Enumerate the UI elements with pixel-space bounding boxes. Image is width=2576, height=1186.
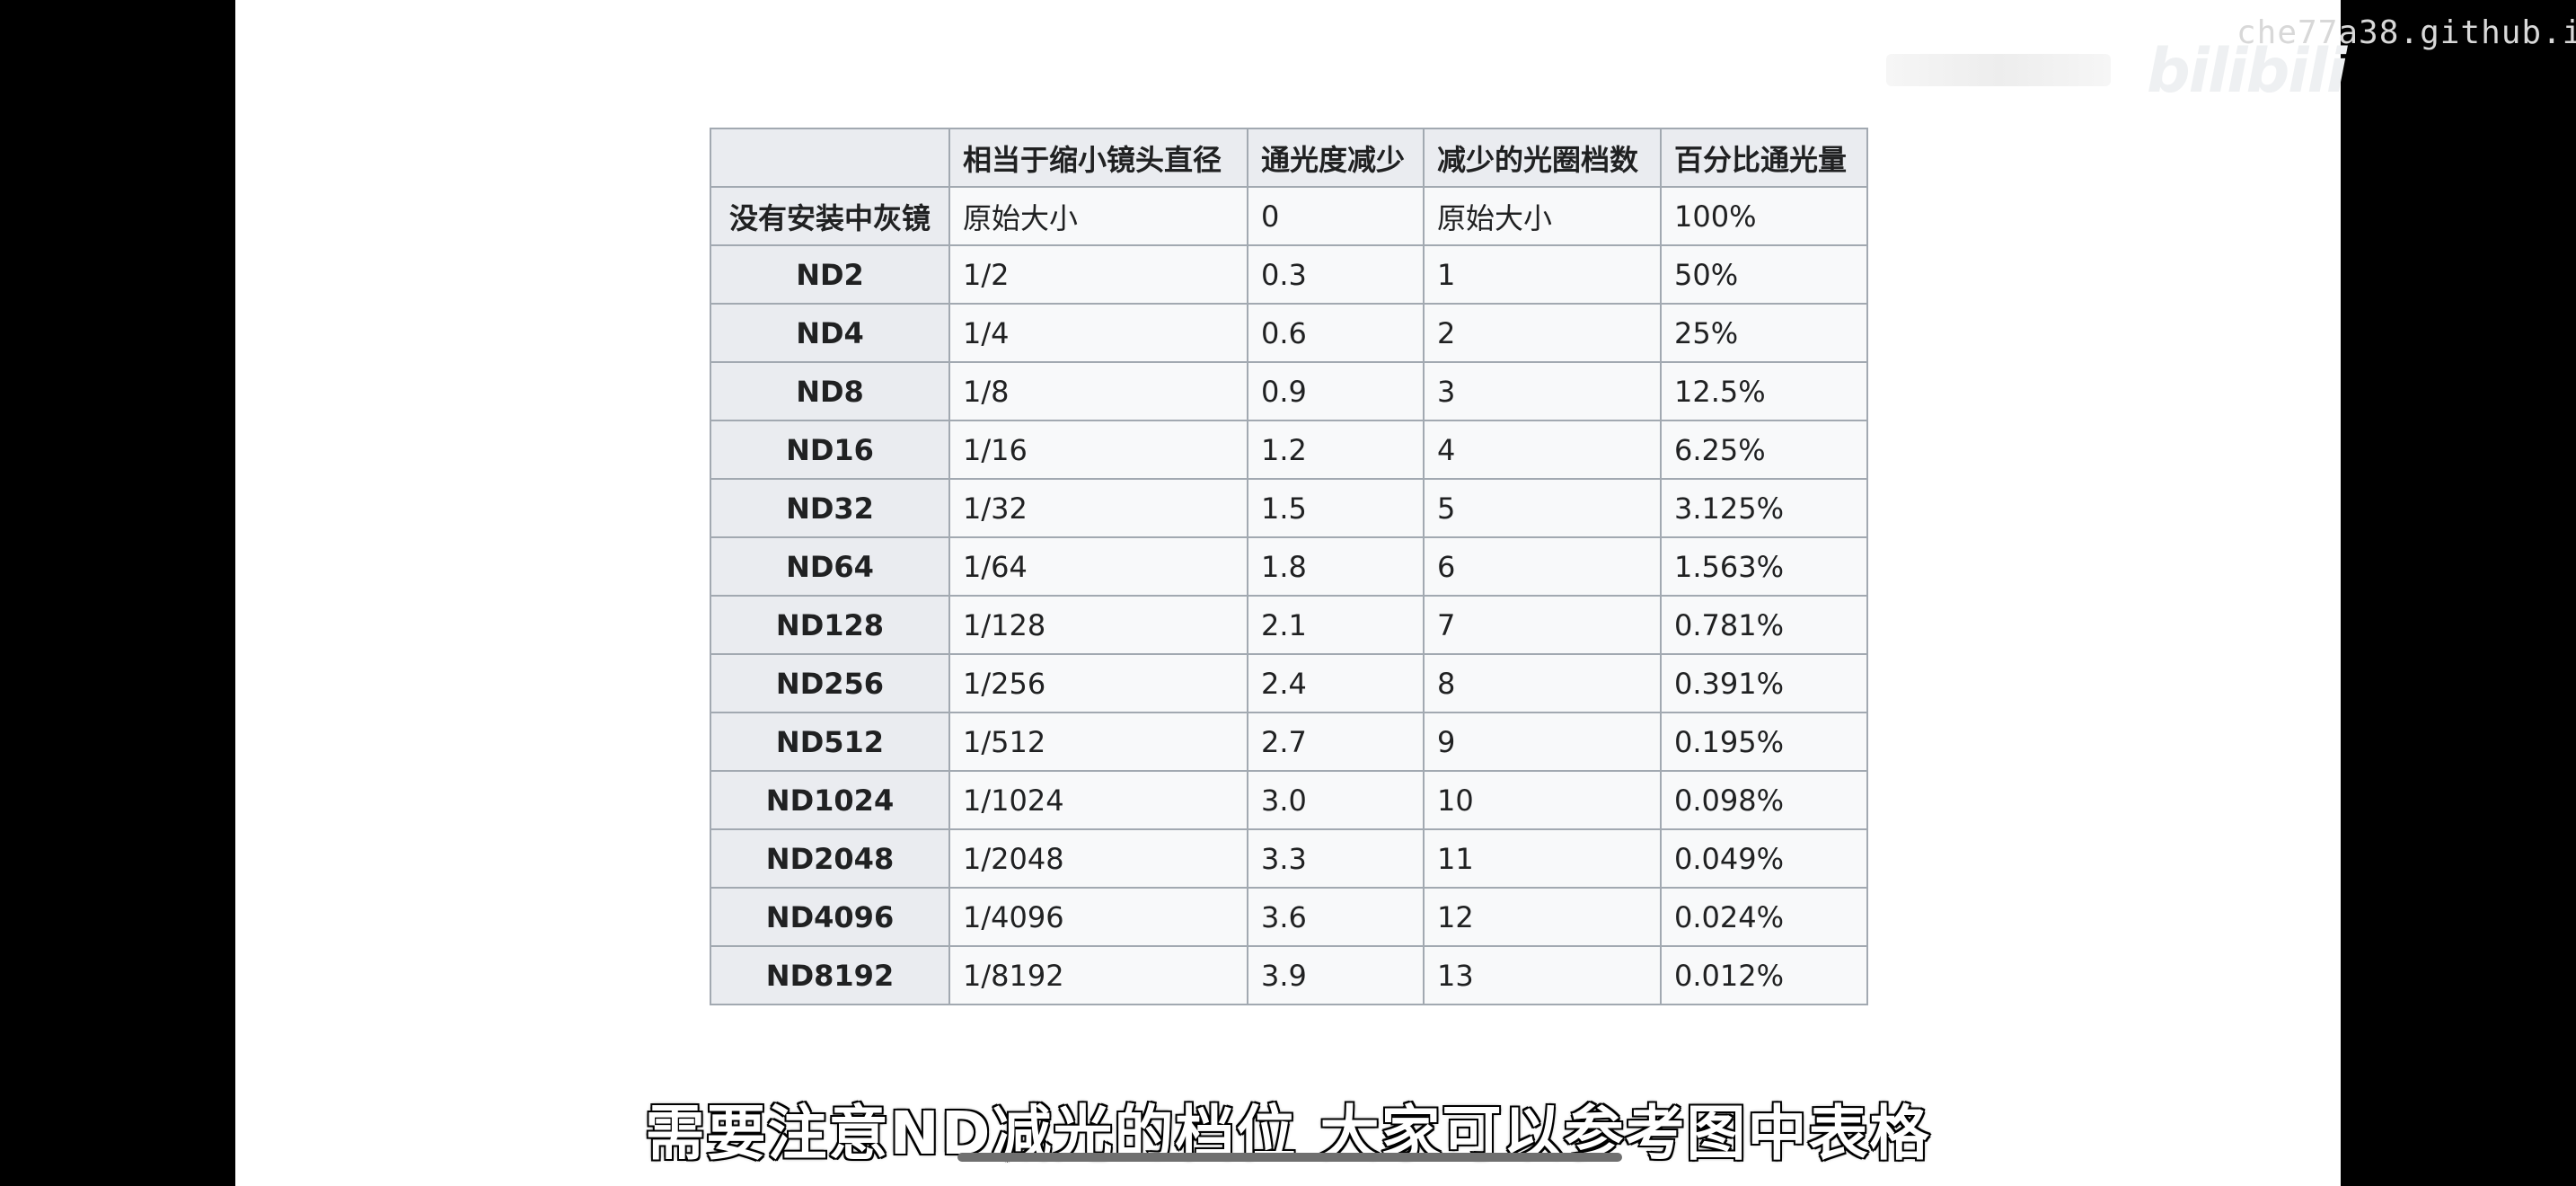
cell-transmission: 0.049% — [1660, 828, 1868, 889]
cell-density: 0.9 — [1247, 361, 1425, 421]
column-header-stops: 减少的光圈档数 — [1423, 128, 1662, 188]
cell-transmission: 0.098% — [1660, 770, 1868, 830]
column-header-density: 通光度减少 — [1247, 128, 1425, 188]
table-row: ND4096 1/4096 3.6 12 0.024% — [710, 887, 1868, 947]
cell-density: 3.3 — [1247, 828, 1425, 889]
cell-stops: 9 — [1423, 712, 1662, 772]
cell-transmission: 6.25% — [1660, 420, 1868, 480]
cell-transmission: 0.391% — [1660, 653, 1868, 713]
cell-transmission: 3.125% — [1660, 478, 1868, 538]
cell-density: 0 — [1247, 186, 1425, 246]
cell-row-label: ND4096 — [710, 887, 950, 947]
table-row: ND16 1/16 1.2 4 6.25% — [710, 420, 1868, 480]
cell-stops: 6 — [1423, 536, 1662, 597]
table-row: ND4 1/4 0.6 2 25% — [710, 303, 1868, 363]
cell-stops: 13 — [1423, 945, 1662, 1005]
table-row: ND128 1/128 2.1 7 0.781% — [710, 595, 1868, 655]
cell-row-label: ND8192 — [710, 945, 950, 1005]
cell-stops: 5 — [1423, 478, 1662, 538]
cell-stops: 2 — [1423, 303, 1662, 363]
cell-density: 2.1 — [1247, 595, 1425, 655]
cell-row-label: ND128 — [710, 595, 950, 655]
cell-stops: 7 — [1423, 595, 1662, 655]
cell-row-label: ND32 — [710, 478, 950, 538]
cell-transmission: 25% — [1660, 303, 1868, 363]
cell-transmission: 100% — [1660, 186, 1868, 246]
cell-row-label: ND8 — [710, 361, 950, 421]
cell-stops: 12 — [1423, 887, 1662, 947]
column-header-diameter: 相当于缩小镜头直径 — [948, 128, 1248, 188]
watermark-username-blur — [1886, 54, 2111, 86]
cell-density: 3.6 — [1247, 887, 1425, 947]
cell-diameter: 原始大小 — [948, 186, 1248, 246]
column-header-transmission: 百分比通光量 — [1660, 128, 1868, 188]
cell-row-label: ND16 — [710, 420, 950, 480]
cell-diameter: 1/64 — [948, 536, 1248, 597]
cell-stops: 1 — [1423, 244, 1662, 305]
table-row: ND256 1/256 2.4 8 0.391% — [710, 653, 1868, 713]
cell-density: 1.5 — [1247, 478, 1425, 538]
table-row: ND64 1/64 1.8 6 1.563% — [710, 536, 1868, 597]
bilibili-logo-icon: bilibili — [2147, 36, 2347, 107]
cell-diameter: 1/1024 — [948, 770, 1248, 830]
cell-density: 1.8 — [1247, 536, 1425, 597]
cell-transmission: 0.195% — [1660, 712, 1868, 772]
cell-stops: 10 — [1423, 770, 1662, 830]
cell-row-label: ND2048 — [710, 828, 950, 889]
cell-row-label: ND64 — [710, 536, 950, 597]
cell-density: 1.2 — [1247, 420, 1425, 480]
cell-diameter: 1/4096 — [948, 887, 1248, 947]
table-row: 没有安装中灰镜 原始大小 0 原始大小 100% — [710, 186, 1868, 246]
table-row: ND32 1/32 1.5 5 3.125% — [710, 478, 1868, 538]
letterbox-left — [0, 0, 235, 1186]
cell-diameter: 1/32 — [948, 478, 1248, 538]
cell-transmission: 12.5% — [1660, 361, 1868, 421]
cell-density: 3.0 — [1247, 770, 1425, 830]
table-row: ND2048 1/2048 3.3 11 0.049% — [710, 828, 1868, 889]
table-body: 没有安装中灰镜 原始大小 0 原始大小 100% ND2 1/2 0.3 1 50% ND4 1/4 0… — [710, 186, 1868, 1005]
cell-row-label: ND2 — [710, 244, 950, 305]
cell-diameter: 1/512 — [948, 712, 1248, 772]
watermark-site: che77a38.github.io — [2236, 14, 2576, 51]
cell-transmission: 0.781% — [1660, 595, 1868, 655]
table-header-row: 相当于缩小镜头直径 通光度减少 减少的光圈档数 百分比通光量 — [710, 128, 1868, 188]
cell-diameter: 1/128 — [948, 595, 1248, 655]
table-row: ND512 1/512 2.7 9 0.195% — [710, 712, 1868, 772]
cell-density: 3.9 — [1247, 945, 1425, 1005]
cell-row-label: ND256 — [710, 653, 950, 713]
cell-diameter: 1/4 — [948, 303, 1248, 363]
cell-transmission: 50% — [1660, 244, 1868, 305]
cell-row-label: ND512 — [710, 712, 950, 772]
cell-transmission: 1.563% — [1660, 536, 1868, 597]
nd-filter-table: 相当于缩小镜头直径 通光度减少 减少的光圈档数 百分比通光量 没有安装中灰镜 原始… — [710, 128, 1868, 1005]
table-row: ND8 1/8 0.9 3 12.5% — [710, 361, 1868, 421]
cell-stops: 4 — [1423, 420, 1662, 480]
cell-row-label: 没有安装中灰镜 — [710, 186, 950, 246]
table-row: ND8192 1/8192 3.9 13 0.012% — [710, 945, 1868, 1005]
cell-stops: 11 — [1423, 828, 1662, 889]
cell-diameter: 1/16 — [948, 420, 1248, 480]
table-row: ND1024 1/1024 3.0 10 0.098% — [710, 770, 1868, 830]
cell-density: 0.6 — [1247, 303, 1425, 363]
cell-diameter: 1/256 — [948, 653, 1248, 713]
table-row: ND2 1/2 0.3 1 50% — [710, 244, 1868, 305]
cell-stops: 3 — [1423, 361, 1662, 421]
cell-diameter: 1/8192 — [948, 945, 1248, 1005]
cell-diameter: 1/2 — [948, 244, 1248, 305]
cell-density: 2.7 — [1247, 712, 1425, 772]
cell-row-label: ND4 — [710, 303, 950, 363]
cell-transmission: 0.024% — [1660, 887, 1868, 947]
cell-row-label: ND1024 — [710, 770, 950, 830]
cell-density: 0.3 — [1247, 244, 1425, 305]
cell-transmission: 0.012% — [1660, 945, 1868, 1005]
cell-stops: 8 — [1423, 653, 1662, 713]
cell-stops: 原始大小 — [1423, 186, 1662, 246]
cell-diameter: 1/8 — [948, 361, 1248, 421]
table-corner-cell — [710, 128, 950, 188]
cell-diameter: 1/2048 — [948, 828, 1248, 889]
cell-density: 2.4 — [1247, 653, 1425, 713]
letterbox-right — [2341, 0, 2576, 1186]
playback-progress-bar[interactable] — [957, 1153, 1622, 1162]
